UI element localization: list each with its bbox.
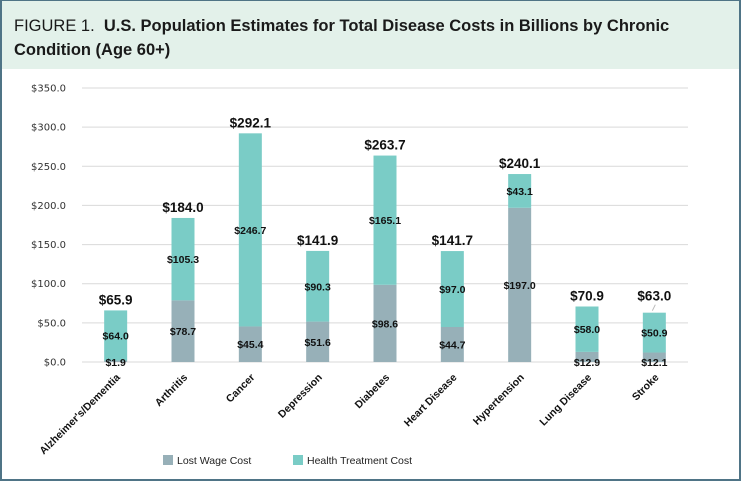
label-lost-wage: $45.4 bbox=[237, 339, 263, 351]
legend-lost-wage: Lost Wage Cost bbox=[163, 455, 251, 467]
x-category-label: Hypertension bbox=[471, 372, 527, 428]
label-total: $65.9 bbox=[99, 292, 133, 307]
leader-line bbox=[651, 304, 656, 311]
y-tick-label: $150.0 bbox=[31, 240, 66, 251]
y-tick-label: $100.0 bbox=[31, 279, 66, 290]
bar-lost-wage bbox=[104, 360, 128, 362]
label-health-treatment: $64.0 bbox=[103, 330, 129, 342]
bar-lost-wage bbox=[440, 327, 464, 362]
bar-health-treatment bbox=[642, 312, 666, 353]
label-total: $292.1 bbox=[230, 115, 272, 130]
label-lost-wage: $1.9 bbox=[105, 357, 126, 369]
bar-health-treatment bbox=[575, 306, 599, 352]
x-category-label: Cancer bbox=[224, 372, 258, 406]
y-tick-label: $0.0 bbox=[44, 358, 66, 369]
label-total: $184.0 bbox=[162, 200, 203, 215]
x-category-label: Diabetes bbox=[353, 372, 393, 412]
bar-lost-wage bbox=[373, 284, 397, 362]
label-health-treatment: $165.1 bbox=[369, 215, 401, 227]
bars bbox=[104, 133, 666, 362]
label-health-treatment: $50.9 bbox=[641, 328, 667, 340]
figure-title-text: U.S. Population Estimates for Total Dise… bbox=[14, 17, 670, 59]
label-lost-wage: $12.9 bbox=[574, 357, 600, 369]
label-total: $240.1 bbox=[499, 156, 541, 171]
bar-health-treatment bbox=[373, 155, 397, 285]
data-labels: $1.9 $64.0 $65.9 $78.7 $105.3 $184.0 $45.4 $246… bbox=[99, 115, 671, 369]
bar-lost-wage bbox=[171, 300, 195, 362]
x-category-label: Depression bbox=[276, 372, 325, 421]
label-lost-wage: $197.0 bbox=[504, 280, 536, 292]
y-tick-label: $200.0 bbox=[31, 201, 66, 212]
figure-header: FIGURE 1. U.S. Population Estimates for … bbox=[2, 1, 739, 69]
label-lost-wage: $44.7 bbox=[439, 340, 465, 352]
legend-health-treatment: Health Treatment Cost bbox=[293, 455, 412, 467]
legend-swatch bbox=[163, 455, 173, 465]
bar-lost-wage bbox=[642, 352, 666, 362]
x-category-label: Arthritis bbox=[153, 372, 190, 409]
legend-label: Lost Wage Cost bbox=[177, 455, 251, 467]
label-lost-wage: $51.6 bbox=[305, 337, 331, 349]
label-health-treatment: $246.7 bbox=[234, 225, 266, 237]
label-total: $141.7 bbox=[432, 233, 473, 248]
x-category-label: Lung Disease bbox=[537, 372, 594, 429]
label-health-treatment: $97.0 bbox=[439, 284, 465, 296]
x-category-label: Heart Disease bbox=[402, 372, 460, 430]
label-total: $141.9 bbox=[297, 233, 338, 248]
bar-lost-wage bbox=[306, 321, 330, 362]
bar-health-treatment bbox=[508, 174, 532, 208]
bar-lost-wage bbox=[238, 326, 262, 362]
label-health-treatment: $90.3 bbox=[305, 281, 331, 293]
y-tick-label: $250.0 bbox=[31, 162, 66, 173]
label-health-treatment: $43.1 bbox=[507, 186, 533, 198]
x-category-label: Stroke bbox=[630, 372, 662, 404]
legend-swatch bbox=[293, 455, 303, 465]
y-tick-label: $50.0 bbox=[37, 318, 66, 329]
y-axis-ticks: $0.0 $50.0 $100.0 $150.0 $200.0 $250.0 $300.0 $… bbox=[31, 84, 66, 369]
label-total: $63.0 bbox=[637, 289, 671, 304]
label-total: $263.7 bbox=[364, 138, 405, 153]
label-health-treatment: $105.3 bbox=[167, 254, 199, 266]
bar-health-treatment bbox=[306, 250, 330, 322]
label-total: $70.9 bbox=[570, 288, 604, 303]
bar-health-treatment bbox=[238, 133, 262, 327]
figure-label: FIGURE 1. bbox=[14, 17, 95, 35]
legend-label: Health Treatment Cost bbox=[307, 455, 412, 467]
bar-health-treatment bbox=[171, 217, 195, 301]
y-tick-label: $350.0 bbox=[31, 84, 66, 95]
figure-title: FIGURE 1. U.S. Population Estimates for … bbox=[14, 14, 714, 62]
label-lost-wage: $12.1 bbox=[641, 357, 667, 369]
y-tick-label: $300.0 bbox=[31, 123, 66, 134]
bar-lost-wage bbox=[575, 351, 599, 362]
x-axis-categories: Alzheimer's/Dementia Arthritis Cancer Depre… bbox=[37, 372, 661, 457]
label-health-treatment: $58.0 bbox=[574, 324, 600, 336]
x-category-label: Alzheimer's/Dementia bbox=[37, 372, 122, 457]
bar-lost-wage bbox=[508, 207, 532, 362]
bar-health-treatment bbox=[104, 310, 128, 361]
label-lost-wage: $78.7 bbox=[170, 326, 196, 338]
legend: Lost Wage Cost Health Treatment Cost bbox=[163, 455, 412, 467]
label-lost-wage: $98.6 bbox=[372, 318, 398, 330]
bar-health-treatment bbox=[440, 251, 464, 328]
